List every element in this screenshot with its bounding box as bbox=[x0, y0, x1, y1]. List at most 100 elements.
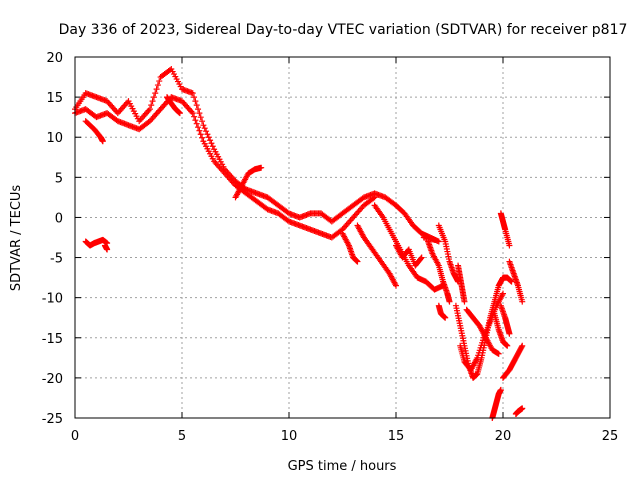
series-trace-dip-2 bbox=[164, 94, 183, 117]
series-trace-right-13 bbox=[354, 222, 399, 289]
series-trace-tick-13 bbox=[420, 234, 438, 243]
data-point bbox=[200, 122, 207, 129]
y-axis-label: SDTVAR / TECUs bbox=[9, 185, 24, 292]
series-trace-20-1 bbox=[497, 302, 513, 337]
x-tick-label: 20 bbox=[495, 429, 512, 444]
data-point bbox=[153, 86, 160, 93]
series-trace-top-20 bbox=[497, 210, 513, 249]
y-tick-label: -15 bbox=[42, 332, 63, 347]
data-point bbox=[354, 258, 361, 265]
data-point bbox=[203, 128, 210, 135]
data-point bbox=[207, 137, 214, 144]
series-trace-v-18 bbox=[452, 274, 515, 381]
data-point bbox=[195, 124, 202, 131]
data-point bbox=[506, 242, 513, 249]
data-point bbox=[208, 140, 215, 147]
data-point bbox=[435, 238, 442, 245]
data-point bbox=[519, 342, 526, 349]
data-point bbox=[197, 131, 204, 138]
data-point bbox=[461, 298, 468, 305]
data-points bbox=[72, 66, 526, 421]
data-point bbox=[199, 134, 206, 141]
data-point bbox=[195, 106, 202, 113]
data-point bbox=[393, 282, 399, 289]
data-point bbox=[519, 405, 526, 412]
series-trace-isolated-1 bbox=[82, 236, 111, 249]
x-tick-label: 0 bbox=[71, 429, 79, 444]
data-point bbox=[504, 342, 511, 349]
tick-labels: 0 5 10 15 20 25 -25 -20 -15 -10 -5 0 5 10 15 20 bbox=[42, 51, 619, 444]
series-trace-19-8 bbox=[491, 310, 511, 349]
data-point bbox=[500, 290, 506, 297]
series-trace-isolated-17-2 bbox=[435, 302, 449, 321]
data-point bbox=[149, 98, 156, 105]
series-trace-wiggle-15 bbox=[393, 242, 425, 269]
series-trace-20-5 bbox=[506, 258, 526, 305]
data-point bbox=[193, 102, 200, 109]
data-point bbox=[152, 90, 159, 97]
data-point bbox=[519, 298, 526, 305]
series-trace-spike-17-9 bbox=[455, 262, 468, 305]
data-point bbox=[196, 127, 203, 134]
data-point bbox=[497, 386, 504, 393]
x-axis-label: GPS time / hours bbox=[288, 459, 397, 474]
data-point bbox=[192, 117, 199, 124]
data-point bbox=[148, 102, 155, 109]
data-point bbox=[370, 195, 377, 202]
data-point bbox=[146, 106, 153, 113]
y-tick-label: 5 bbox=[55, 171, 63, 186]
data-point bbox=[196, 110, 203, 117]
y-tick-label: 15 bbox=[46, 91, 63, 106]
data-point bbox=[189, 110, 196, 117]
data-point bbox=[154, 82, 161, 89]
series-trace-side-17 bbox=[425, 238, 453, 305]
y-tick-label: -5 bbox=[50, 252, 63, 267]
data-point bbox=[150, 94, 157, 101]
plot-frame bbox=[74, 56, 611, 419]
series-trace-right-descent bbox=[500, 342, 526, 381]
x-tick-label: 10 bbox=[281, 429, 298, 444]
data-point bbox=[104, 246, 111, 253]
series-trace-bottom-20-8 bbox=[512, 405, 526, 417]
data-point bbox=[258, 164, 265, 171]
data-point bbox=[192, 98, 199, 105]
data-point bbox=[191, 94, 198, 101]
series-trace-18-5-upper bbox=[463, 306, 502, 357]
data-point bbox=[204, 131, 211, 138]
data-point bbox=[193, 120, 200, 127]
data-point bbox=[495, 350, 502, 357]
y-tick-label: -10 bbox=[42, 292, 63, 307]
data-point bbox=[417, 255, 424, 262]
x-tick-label: 15 bbox=[388, 429, 405, 444]
y-tick-label: 20 bbox=[46, 51, 63, 66]
x-tick-label: 5 bbox=[178, 429, 186, 444]
series-trace-dip-1 bbox=[82, 118, 106, 145]
data-point bbox=[442, 314, 449, 321]
data-point bbox=[189, 90, 196, 97]
data-point bbox=[156, 78, 163, 85]
y-tick-label: -25 bbox=[42, 412, 63, 427]
data-point bbox=[506, 330, 513, 337]
y-tick-label: 10 bbox=[46, 131, 63, 146]
data-point bbox=[446, 298, 453, 305]
chart-title: Day 336 of 2023, Sidereal Day-to-day VTE… bbox=[59, 22, 628, 38]
series-trace-dip-12 bbox=[339, 230, 361, 265]
data-point bbox=[199, 118, 206, 125]
y-tick-label: 0 bbox=[55, 211, 63, 226]
data-point bbox=[205, 134, 212, 141]
data-point bbox=[197, 114, 204, 121]
series-trace-isolated-1-tail bbox=[101, 242, 111, 253]
y-tick-label: -20 bbox=[42, 372, 63, 387]
data-point bbox=[99, 138, 106, 145]
series-trace-main-upper bbox=[72, 66, 399, 225]
data-point bbox=[431, 236, 438, 243]
data-point bbox=[201, 125, 208, 132]
data-point bbox=[371, 194, 378, 201]
x-tick-label: 25 bbox=[602, 429, 619, 444]
series-trace-loop-8 bbox=[232, 164, 265, 201]
series-trace-bottom-19-5 bbox=[489, 386, 504, 421]
data-point bbox=[191, 113, 198, 120]
series-trace-main-lower bbox=[72, 94, 378, 241]
data-point bbox=[209, 143, 216, 150]
